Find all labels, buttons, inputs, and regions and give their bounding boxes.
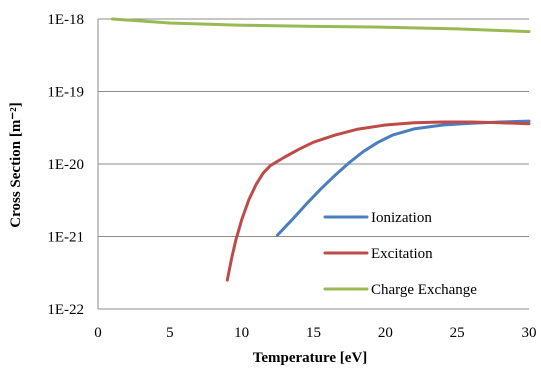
y-tick-label: 1E-22 <box>47 302 84 318</box>
x-tick-label: 10 <box>234 325 249 341</box>
y-tick-label: 1E-19 <box>47 85 84 101</box>
x-tick-label: 0 <box>94 325 102 341</box>
y-axis-title: Cross Section [m⁻²] <box>8 102 24 227</box>
gridlines <box>98 18 529 237</box>
x-tick-labels: 0 5 10 15 20 25 30 <box>94 325 536 341</box>
x-tick-label: 15 <box>306 325 321 341</box>
legend-label-charge-exchange: Charge Exchange <box>371 282 477 298</box>
y-tick-label: 1E-21 <box>47 230 84 246</box>
x-tick-label: 30 <box>522 325 537 341</box>
y-tick-label: 1E-18 <box>47 12 84 28</box>
x-tick-label: 25 <box>450 325 465 341</box>
legend: Ionization Excitation Charge Exchange <box>323 210 477 298</box>
legend-label-ionization: Ionization <box>371 210 432 226</box>
legend-label-excitation: Excitation <box>371 246 433 262</box>
series-line-excitation <box>225 120 531 282</box>
axes <box>97 19 529 310</box>
x-tick-label: 20 <box>378 325 393 341</box>
series-line-charge-exchange <box>110 17 531 34</box>
y-tick-labels: 1E-22 1E-21 1E-20 1E-19 1E-18 <box>47 12 84 318</box>
series-lines <box>110 17 531 282</box>
x-tick-label: 5 <box>166 325 174 341</box>
y-tick-label: 1E-20 <box>47 157 84 173</box>
x-axis-title: Temperature [eV] <box>253 350 368 366</box>
